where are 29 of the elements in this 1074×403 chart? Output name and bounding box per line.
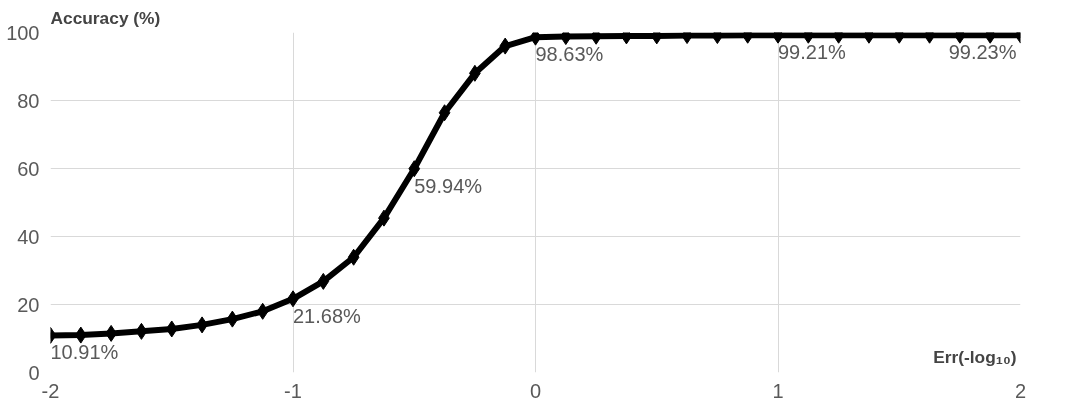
y-axis-title: Accuracy (%)	[50, 7, 161, 28]
point	[165, 320, 178, 338]
data-label: 99.21%	[778, 41, 847, 64]
point	[529, 32, 542, 46]
point	[256, 302, 269, 320]
point	[74, 326, 87, 344]
y-tick-label: 60	[17, 157, 40, 180]
data-label: 98.63%	[535, 43, 604, 66]
x-tick-label: 1	[772, 379, 784, 402]
x-axis-title: Err(-log₁₀)	[933, 346, 1017, 367]
x-tick-label: -1	[284, 379, 302, 402]
point	[317, 272, 330, 290]
y-tick-label: 100	[6, 21, 40, 44]
point	[347, 248, 360, 266]
data-label: 99.23%	[948, 41, 1017, 64]
y-tick-label: 80	[17, 89, 40, 112]
point	[135, 322, 148, 340]
x-tick-label: -2	[41, 379, 60, 402]
x-tick-label: 0	[529, 379, 542, 402]
point	[408, 160, 421, 178]
y-tick-label: 0	[28, 361, 40, 384]
data-label: 21.68%	[293, 304, 362, 327]
point	[438, 104, 451, 122]
data-label: 59.94%	[414, 174, 483, 197]
x-tick-label: 2	[1014, 379, 1027, 402]
y-tick-label: 40	[17, 225, 40, 248]
data-label: 10.91%	[50, 341, 119, 364]
point	[226, 310, 239, 328]
y-tick-label: 20	[17, 293, 40, 316]
